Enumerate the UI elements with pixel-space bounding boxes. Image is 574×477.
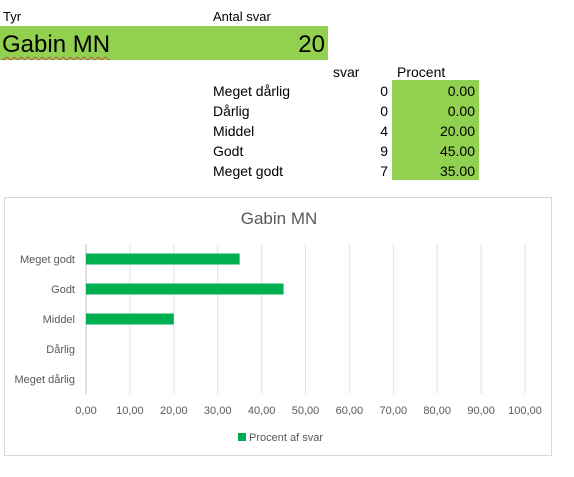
chart-tick-labels: 0,00 10,00 20,00 30,00 40,00 50,00 60,00 70,00 8… (75, 405, 542, 417)
rating-label: Godt (213, 143, 244, 159)
chart-category-labels: Meget dårlig Dårlig Middel Godt Meget godt (14, 254, 75, 386)
svar-cell[interactable]: 9 (380, 143, 388, 159)
procent-column-header: Procent (397, 64, 446, 80)
procent-cell[interactable]: 35.00 (439, 163, 475, 179)
chart-legend: Procent af svar (238, 432, 323, 444)
bull-label: Tyr (3, 9, 22, 24)
x-tick-label: 50,00 (292, 405, 320, 417)
legend-label: Procent af svar (249, 432, 323, 444)
x-tick-label: 40,00 (248, 405, 276, 417)
bar-chart: Gabin MN Meget dårligDårligMiddelGodtMeg… (14, 209, 542, 444)
x-tick-label: 0,00 (75, 405, 96, 417)
x-tick-label: 20,00 (160, 405, 188, 417)
x-tick-label: 10,00 (116, 405, 144, 417)
svar-cell[interactable]: 0 (380, 103, 388, 119)
bar-middel[interactable] (86, 313, 174, 325)
chart-gridlines (85, 244, 526, 394)
x-tick-label: 100,00 (508, 405, 542, 417)
answer-count-label: Antal svar (213, 9, 271, 24)
category-label: Meget dårlig (14, 374, 75, 386)
category-label: Dårlig (46, 344, 75, 356)
x-tick-label: 30,00 (204, 405, 232, 417)
category-label: Meget godt (20, 254, 75, 266)
rating-label: Meget godt (213, 163, 284, 179)
procent-cell[interactable]: 0.00 (447, 103, 475, 119)
bull-name-cell[interactable]: Gabin MN (2, 31, 111, 58)
x-tick-label: 90,00 (467, 405, 495, 417)
category-label: Middel (43, 314, 75, 326)
rating-label: Dårlig (213, 103, 250, 119)
bull-row-highlight (0, 26, 328, 60)
svar-column-header: svar (333, 64, 360, 80)
svar-cell[interactable]: 4 (380, 123, 388, 139)
procent-cell[interactable]: 20.00 (439, 123, 475, 139)
svar-cell[interactable]: 7 (380, 163, 388, 179)
procent-cell[interactable]: 45.00 (439, 143, 475, 159)
chart-title: Gabin MN (241, 209, 318, 228)
category-label: Godt (51, 284, 75, 296)
svar-cell[interactable]: 0 (380, 83, 388, 99)
bar-godt[interactable] (86, 283, 284, 295)
rating-label: Meget dårlig (213, 83, 291, 99)
x-tick-label: 80,00 (423, 405, 451, 417)
x-tick-label: 60,00 (336, 405, 364, 417)
rating-label: Middel (213, 123, 255, 139)
procent-column-highlight (392, 80, 479, 180)
x-tick-label: 70,00 (380, 405, 408, 417)
chart-object[interactable]: Gabin MN Meget dårlig Dårlig Middel Godt Meg… (4, 197, 552, 456)
answer-count-cell[interactable]: 20 (298, 31, 325, 58)
chart-bars (86, 253, 284, 325)
procent-cell[interactable]: 0.00 (447, 83, 475, 99)
bar-meget-godt[interactable] (86, 253, 240, 265)
legend-swatch (238, 433, 246, 441)
